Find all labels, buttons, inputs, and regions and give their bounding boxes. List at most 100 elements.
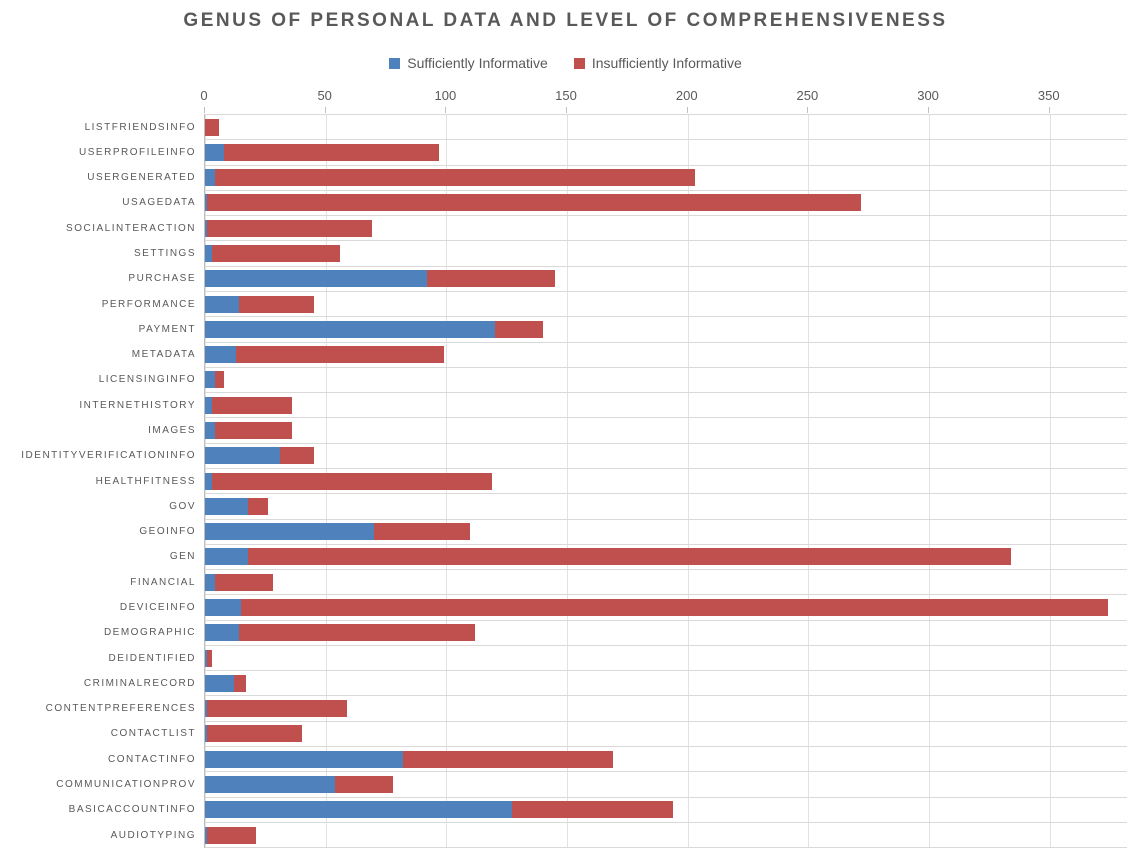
category-label: GEOINFO	[139, 526, 196, 538]
category-label: CONTENTPREFERENCES	[45, 703, 196, 715]
category-label: SETTINGS	[133, 248, 196, 260]
legend-swatch-sufficient-icon	[389, 57, 401, 69]
chart-row: CRIMINALRECORD	[84, 671, 1127, 697]
chart-row: COMMUNICATIONPROV	[56, 772, 1127, 798]
chart-row: HEALTHFITNESS	[96, 469, 1127, 495]
bar-segment-insufficient	[427, 270, 555, 288]
bar-segment-sufficient	[205, 826, 208, 844]
category-label: COMMUNICATIONPROV	[56, 778, 196, 790]
bar-segment-sufficient	[205, 143, 225, 161]
bar-segment-sufficient	[205, 169, 215, 187]
bar-segment-sufficient	[205, 295, 239, 313]
chart-row: INTERNETHISTORY	[79, 393, 1127, 419]
axis-tick-label: 250	[796, 88, 819, 103]
axis-tick-label: 300	[917, 88, 939, 103]
bar-segment-insufficient	[236, 346, 444, 364]
plot-area: LISTFRIENDSINFO USERPROFILEINFO USERGENERA…	[21, 114, 1127, 849]
axis-tick-label: 200	[675, 88, 698, 103]
category-label: LISTFRIENDSINFO	[84, 121, 196, 133]
legend-swatch-insufficient-icon	[573, 57, 585, 69]
gridline	[687, 115, 689, 848]
bar-segment-insufficient	[279, 447, 314, 465]
category-label: AUDIOTYPING	[110, 829, 196, 841]
chart-row: LICENSINGINFO	[99, 368, 1127, 394]
bar-segment-insufficient	[214, 169, 695, 187]
bar-segment-sufficient	[205, 219, 208, 237]
chart-row: IDENTITYVERIFICATIONINFO	[21, 444, 1127, 469]
bar-segment-insufficient	[212, 245, 341, 263]
bar-segment-sufficient	[205, 523, 374, 541]
category-label: CONTACTINFO	[108, 753, 196, 765]
category-label: USERPROFILEINFO	[79, 146, 196, 158]
gridline	[808, 115, 810, 848]
bar-segment-insufficient	[214, 371, 225, 389]
legend: Sufficiently Informative Insufficiently …	[0, 55, 1131, 71]
bar-segment-sufficient	[205, 396, 213, 414]
chart-row: PURCHASE	[128, 267, 1127, 292]
category-label: CRIMINALRECORD	[83, 677, 196, 689]
chart-row: METADATA	[132, 343, 1127, 368]
axis-tick-mark	[686, 107, 688, 113]
chart-row: IMAGES	[148, 418, 1127, 444]
bar-segment-sufficient	[205, 649, 208, 667]
category-label: LICENSINGINFO	[98, 374, 196, 386]
legend-label-insufficient: Insufficiently Informative	[591, 55, 742, 71]
bar-segment-insufficient	[207, 826, 256, 844]
bar-segment-sufficient	[205, 371, 215, 389]
category-label: INTERNETHISTORY	[79, 399, 196, 411]
bar-segment-sufficient	[205, 447, 280, 465]
bar-segment-sufficient	[205, 750, 403, 768]
chart-row: DEMOGRAPHIC	[104, 621, 1127, 646]
category-label: CONTACTLIST	[110, 728, 196, 740]
bar-segment-insufficient	[205, 118, 220, 136]
bar-segment-insufficient	[238, 295, 314, 313]
axis-tick-mark	[1048, 107, 1050, 113]
bar-segment-sufficient	[205, 320, 495, 338]
category-label: USERGENERATED	[87, 172, 196, 184]
bar-segment-sufficient	[205, 548, 249, 566]
bar-segment-sufficient	[205, 270, 428, 288]
x-axis: 0 50 100 150 200 250 300 350	[200, 88, 1126, 114]
category-label: PAYMENT	[138, 323, 196, 335]
category-label: BASICACCOUNTINFO	[68, 804, 196, 816]
axis-tick-mark	[807, 107, 809, 113]
bar-segment-insufficient	[248, 548, 1012, 566]
chart-row: CONTACTLIST	[111, 722, 1127, 748]
axis-tick-label: 0	[200, 88, 208, 103]
chart-row: DEVICEINFO	[120, 595, 1127, 621]
chart-row: SETTINGS	[134, 241, 1127, 267]
gridline	[567, 115, 569, 848]
bar-segment-sufficient	[205, 725, 208, 743]
axis-tick-mark	[204, 107, 205, 113]
category-label: SOCIALINTERACTION	[66, 222, 196, 234]
bar-segment-insufficient	[494, 320, 543, 338]
category-label: USAGEDATA	[122, 197, 196, 209]
bar-segment-insufficient	[233, 674, 247, 692]
bar-segment-sufficient	[205, 497, 249, 515]
bar-segment-insufficient	[373, 523, 471, 541]
bar-segment-insufficient	[207, 194, 862, 212]
axis-tick-label: 100	[434, 88, 457, 103]
chart-row: SOCIALINTERACTION	[66, 216, 1127, 242]
axis-tick-mark	[324, 107, 326, 113]
bar-segment-insufficient	[511, 801, 674, 819]
bar-segment-insufficient	[335, 775, 394, 793]
gridline	[1049, 115, 1051, 848]
bar-segment-insufficient	[224, 143, 440, 161]
bar-segment-insufficient	[207, 219, 372, 237]
bar-segment-sufficient	[205, 674, 234, 692]
bar-segment-insufficient	[207, 649, 213, 667]
category-label: GEN	[169, 551, 196, 563]
bar-segment-sufficient	[205, 573, 215, 591]
chart-row: USAGEDATA	[122, 191, 1127, 217]
chart-row: LISTFRIENDSINFO	[85, 115, 1127, 141]
category-label: FINANCIAL	[130, 576, 196, 588]
bar-segment-insufficient	[214, 573, 273, 591]
axis-tick-label: 350	[1037, 88, 1060, 103]
category-label: DEVICEINFO	[119, 601, 196, 613]
chart-row: CONTENTPREFERENCES	[46, 696, 1127, 722]
category-label: GOV	[169, 500, 196, 512]
legend-item-insufficient: Insufficiently Informative	[573, 55, 742, 71]
category-label: HEALTHFITNESS	[95, 475, 196, 487]
legend-item-sufficient: Sufficiently Informative	[389, 55, 548, 71]
